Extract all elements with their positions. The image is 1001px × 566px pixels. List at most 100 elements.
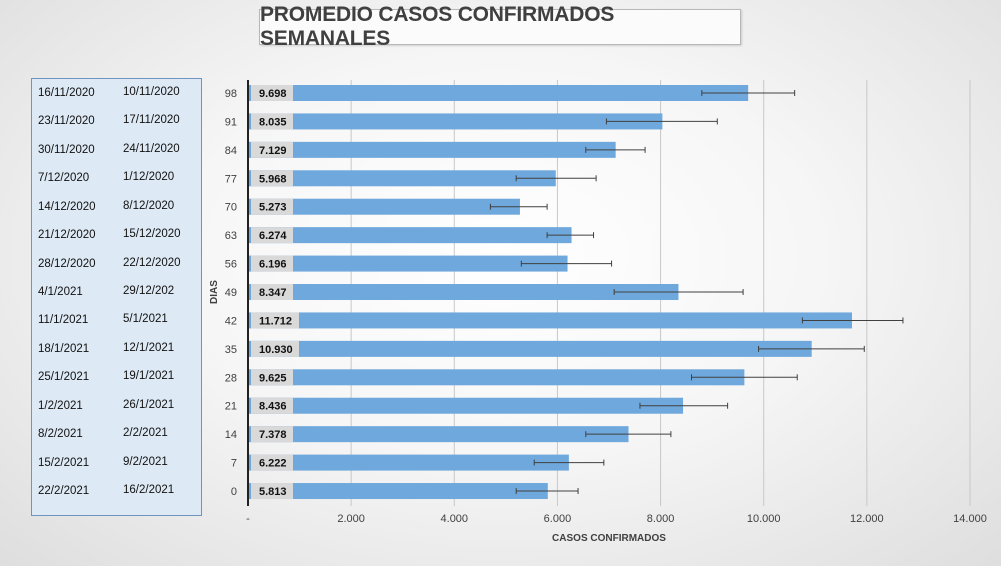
y-tick-label: 21 <box>225 401 237 413</box>
date-range-end: 8/2/2021 <box>38 428 83 441</box>
bar <box>248 227 572 244</box>
data-label-box <box>251 85 293 101</box>
bar <box>248 85 749 101</box>
bar <box>248 454 569 471</box>
y-tick-label: 42 <box>225 315 237 327</box>
date-range-start: 9/2/2021 <box>123 455 168 468</box>
bar <box>248 483 548 500</box>
data-label: 10.930 <box>259 344 293 356</box>
date-range-end: 11/1/2021 <box>38 314 89 327</box>
data-label-box <box>251 340 299 357</box>
data-label: 8.035 <box>259 116 287 128</box>
date-range-end: 7/12/2020 <box>38 172 90 185</box>
date-range-end: 15/2/2021 <box>38 456 90 469</box>
data-label-box <box>251 227 293 244</box>
y-tick-label: 77 <box>225 173 237 185</box>
date-range-start: 5/1/2021 <box>123 313 168 326</box>
date-range-end: 22/2/2021 <box>38 485 90 498</box>
bar <box>248 170 556 187</box>
date-range-end: 14/12/2020 <box>38 200 96 213</box>
chart-title: PROMEDIO CASOS CONFIRMADOS SEMANALES <box>259 3 741 50</box>
data-label-box <box>251 113 293 130</box>
date-range-start: 8/12/2020 <box>123 199 175 212</box>
x-tick-label: 6.000 <box>544 513 572 525</box>
date-range-end: 16/11/2020 <box>38 87 95 99</box>
date-range-panel: 16/11/2020 10/11/2020 23/11/2020 17/11/2020… <box>31 78 202 516</box>
bar <box>248 397 684 414</box>
data-label-box <box>251 369 293 386</box>
date-range-start: 24/11/2020 <box>123 142 180 155</box>
y-tick-label: 7 <box>231 458 237 470</box>
date-range-start: 15/12/2020 <box>123 228 181 241</box>
data-label: 6.274 <box>259 230 287 242</box>
y-tick-label: 84 <box>225 145 237 157</box>
bar <box>248 255 568 272</box>
y-tick-label: 98 <box>225 88 237 100</box>
x-tick-label: 14.000 <box>953 513 987 525</box>
date-range-end: 25/1/2021 <box>38 371 90 384</box>
bar <box>248 113 663 130</box>
date-range-end: 30/11/2020 <box>38 143 95 156</box>
data-label-box <box>251 198 293 215</box>
data-label-box <box>251 141 293 158</box>
x-tick-label: 10.000 <box>747 513 781 525</box>
data-label: 9.698 <box>259 88 287 100</box>
date-range-end: 21/12/2020 <box>38 229 96 242</box>
date-range-end: 23/11/2020 <box>38 115 95 128</box>
data-label-box <box>251 454 293 471</box>
date-range-start: 16/2/2021 <box>123 484 175 497</box>
y-tick-label: 35 <box>225 344 237 356</box>
x-tick-label: 2.000 <box>337 513 365 525</box>
date-range-start: 2/2/2021 <box>123 427 168 440</box>
data-label: 8.436 <box>259 401 287 413</box>
y-tick-label: 56 <box>225 259 237 271</box>
date-range-start: 22/12/2020 <box>123 256 181 269</box>
x-tick-label: 8.000 <box>647 513 675 525</box>
date-range-start: 19/1/2021 <box>123 370 175 383</box>
y-tick-label: 28 <box>225 372 237 384</box>
y-tick-label: 14 <box>225 429 237 441</box>
y-tick-label: 49 <box>225 287 237 299</box>
bar <box>248 340 812 357</box>
data-label-box <box>251 312 299 329</box>
y-tick-label: 91 <box>225 116 237 128</box>
date-range-end: 18/1/2021 <box>38 342 90 355</box>
data-label-box <box>251 426 293 443</box>
date-range-start: 1/12/2020 <box>123 171 175 184</box>
bar <box>248 141 616 158</box>
bar <box>248 426 629 443</box>
bar <box>248 369 745 386</box>
y-tick-label: 63 <box>225 230 237 242</box>
date-range-start: 17/11/2020 <box>123 114 180 127</box>
date-range-end: 1/2/2021 <box>38 399 83 412</box>
date-range-end: 4/1/2021 <box>38 286 83 298</box>
data-label: 5.813 <box>259 486 287 498</box>
data-label: 7.129 <box>259 145 287 157</box>
x-tick-label: - <box>246 513 250 525</box>
date-range-start: 29/12/202 <box>123 285 175 297</box>
data-label: 11.712 <box>259 315 292 327</box>
date-range-start: 10/11/2020 <box>123 86 180 98</box>
y-axis-title: DIAS <box>209 280 220 304</box>
data-label: 7.378 <box>259 429 287 441</box>
x-axis-title: CASOS CONFIRMADOS <box>552 533 666 544</box>
data-label: 6.196 <box>259 259 287 271</box>
data-label: 5.968 <box>259 173 287 185</box>
data-label-box <box>251 255 293 272</box>
date-range-start: 12/1/2021 <box>123 341 175 354</box>
x-tick-label: 4.000 <box>441 513 469 525</box>
data-label-box <box>251 284 293 301</box>
data-label-box <box>251 170 293 187</box>
bar <box>248 312 853 329</box>
date-range-start: 26/1/2021 <box>123 398 175 411</box>
bar <box>248 284 679 301</box>
data-label-box <box>251 397 293 414</box>
data-label: 9.625 <box>259 372 287 384</box>
data-label-box <box>251 483 293 500</box>
data-label: 6.222 <box>259 458 287 470</box>
x-tick-label: 12.000 <box>850 513 884 525</box>
data-label: 8.347 <box>259 287 287 299</box>
data-label: 5.273 <box>259 202 287 214</box>
bar <box>248 198 520 215</box>
